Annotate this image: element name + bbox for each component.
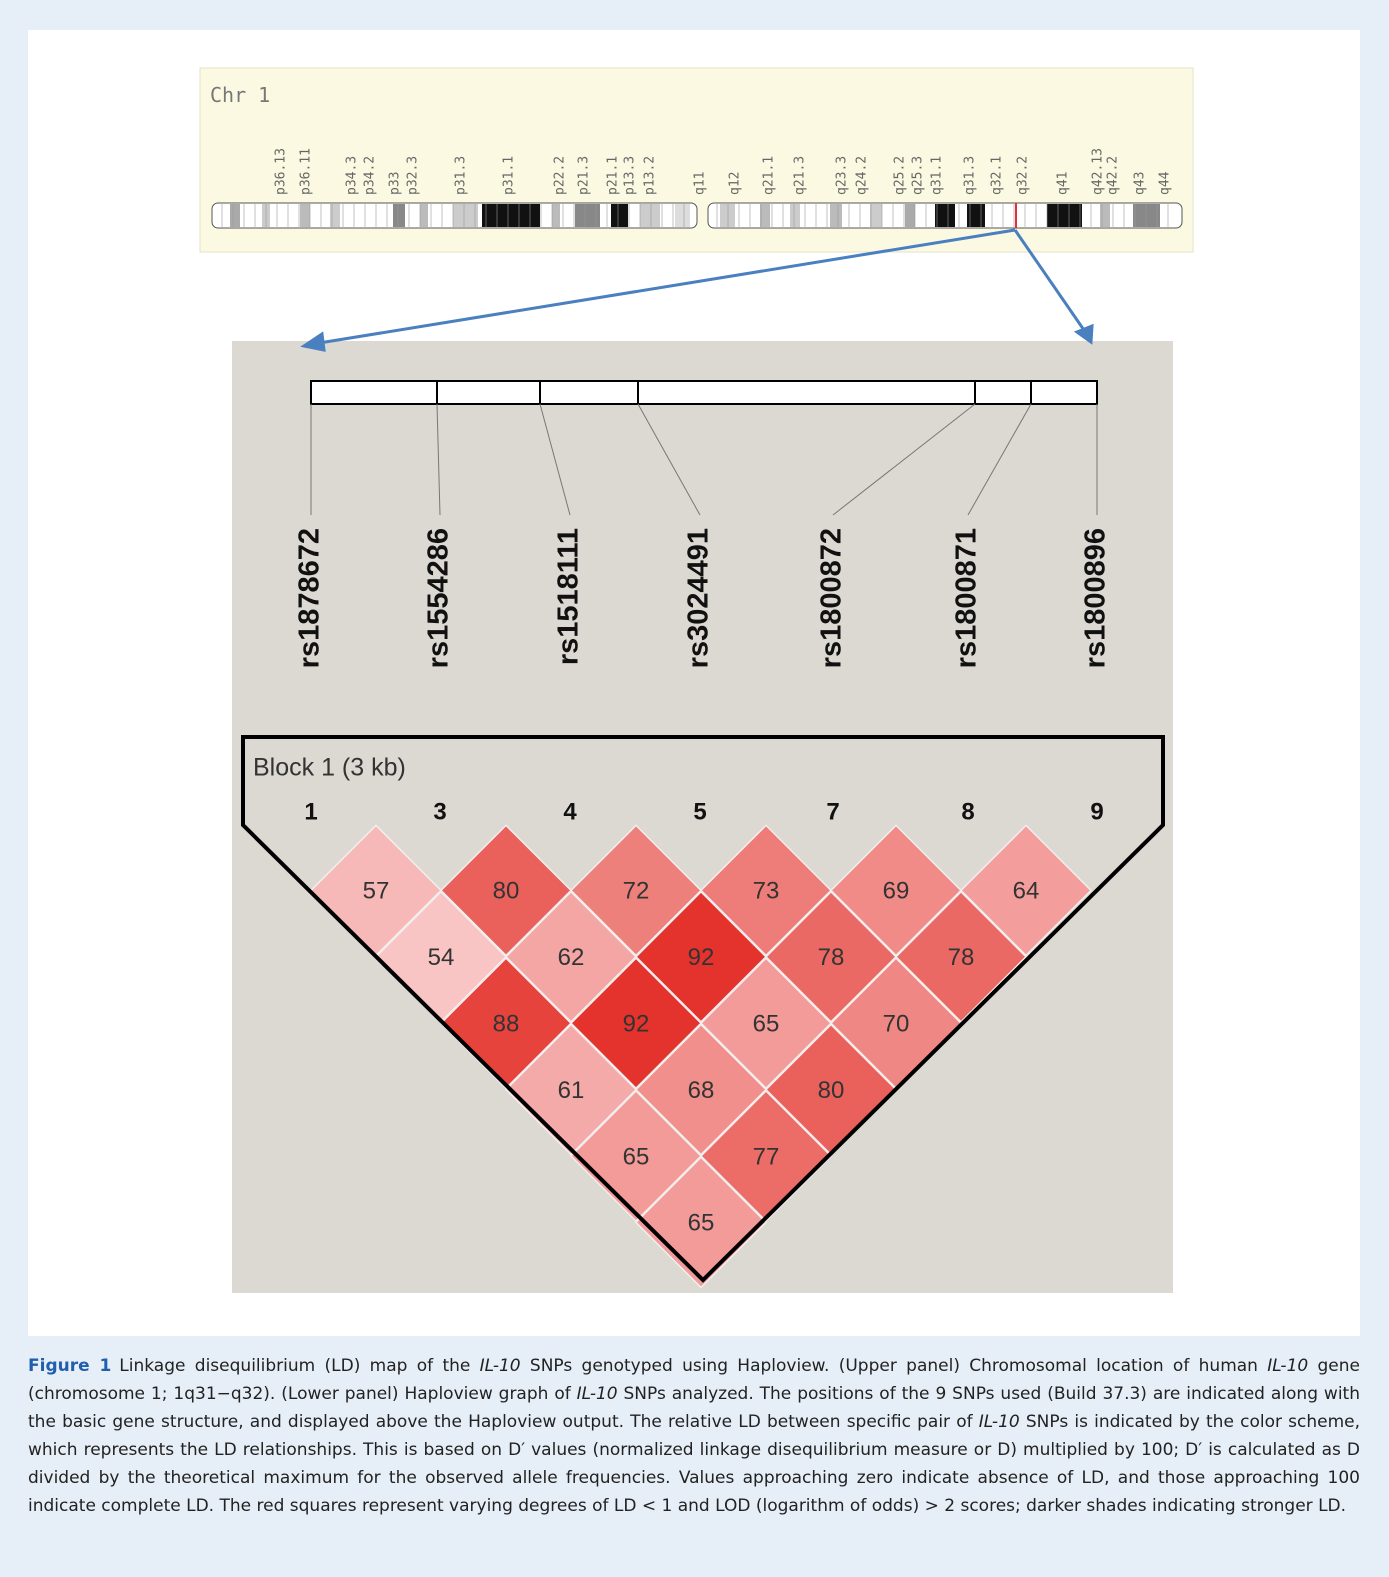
band-label: q24.2 <box>855 156 870 195</box>
chromosome-band <box>330 204 340 227</box>
ld-value: 72 <box>623 878 650 905</box>
ld-value: 78 <box>818 944 845 971</box>
ld-value: 92 <box>623 1011 650 1038</box>
chromosome-band <box>675 204 690 227</box>
ld-value: 73 <box>753 878 780 905</box>
marker-number: 8 <box>961 798 974 825</box>
band-label: p31.3 <box>454 156 469 195</box>
band-label: q31.1 <box>930 156 945 195</box>
band-label: p36.11 <box>299 148 314 195</box>
snp-label: rs1800872 <box>816 528 848 668</box>
block-label: Block 1 (3 kb) <box>253 754 406 782</box>
ld-value: 80 <box>818 1077 845 1104</box>
ld-value: 65 <box>753 1011 780 1038</box>
chromosome-band <box>552 204 560 227</box>
chromosome-band <box>760 204 770 227</box>
ld-value: 64 <box>1013 878 1040 905</box>
chromosome-band <box>611 204 628 227</box>
band-label: p21.3 <box>577 156 592 195</box>
marker-number: 4 <box>563 798 577 825</box>
band-label: q32.1 <box>990 156 1005 195</box>
caption-text: Linkage disequilibrium (LD) map of the <box>119 1356 479 1376</box>
chromosome-band <box>640 204 660 227</box>
ld-value: 65 <box>688 1210 715 1237</box>
chromosome-band <box>870 204 882 227</box>
band-label: q32.2 <box>1016 156 1031 195</box>
band-label: q44 <box>1158 171 1173 195</box>
chromosome-band <box>453 204 478 227</box>
snp-label: rs1800871 <box>951 528 983 668</box>
band-label: q23.3 <box>835 156 850 195</box>
marker-number: 9 <box>1090 798 1103 825</box>
ld-value: 57 <box>363 878 390 905</box>
chromosome-band <box>482 204 540 227</box>
chromosome-band <box>393 204 405 227</box>
ld-value: 61 <box>558 1077 585 1104</box>
marker-number: 3 <box>433 798 446 825</box>
snp-label: rs1878672 <box>294 528 326 668</box>
chromosome-band <box>300 204 310 227</box>
caption-text: IL-10 <box>979 1412 1020 1432</box>
band-label: q21.3 <box>793 156 808 195</box>
ld-value: 68 <box>688 1077 715 1104</box>
ld-value: 78 <box>948 944 975 971</box>
ld-value: 62 <box>558 944 585 971</box>
chromosome-band <box>230 204 240 227</box>
ld-value: 65 <box>623 1143 650 1170</box>
caption-label: Figure 1 <box>28 1356 111 1376</box>
caption-text: IL-10 <box>480 1356 521 1376</box>
band-label: q25.3 <box>911 156 926 195</box>
gene-structure <box>311 381 1097 404</box>
band-label: p34.2 <box>363 156 378 195</box>
band-label: q42.2 <box>1106 156 1121 195</box>
band-label: q42.13 <box>1091 148 1106 195</box>
ld-value: 70 <box>883 1011 910 1038</box>
band-label: q12 <box>728 172 743 195</box>
band-label: p32.3 <box>406 156 421 195</box>
band-label: q43 <box>1133 172 1148 195</box>
band-label: p31.1 <box>502 156 517 195</box>
chromosome-band <box>720 204 735 227</box>
band-label: p34.3 <box>345 156 360 195</box>
caption-text: IL-10 <box>577 1384 618 1404</box>
ld-value: 92 <box>688 944 715 971</box>
band-label: p21.1 <box>606 156 621 195</box>
band-label: q11 <box>693 172 708 195</box>
marker-number: 5 <box>693 798 706 825</box>
band-label: q25.2 <box>893 156 908 195</box>
band-label: p13.3 <box>623 156 638 195</box>
chromosome-band <box>1100 204 1110 227</box>
chromosome-band <box>935 204 955 227</box>
band-label: p33 <box>388 172 403 195</box>
caption-text: SNPs genotyped using Haploview. (Upper p… <box>521 1356 1268 1376</box>
ld-value: 54 <box>428 944 455 971</box>
ld-value: 69 <box>883 878 910 905</box>
ld-value: 77 <box>753 1143 780 1170</box>
marker-number: 7 <box>826 798 839 825</box>
chromosome-band <box>905 204 915 227</box>
chromosome-band <box>420 204 428 227</box>
band-label: p22.2 <box>553 156 568 195</box>
band-label: p13.2 <box>643 156 658 195</box>
caption-text: IL-10 <box>1267 1356 1308 1376</box>
marker-number: 1 <box>304 798 317 825</box>
ld-value: 80 <box>493 878 520 905</box>
page: Chr 1 p36.13 p36.11 p34.3p34.2 p33p32.3 p31.… <box>0 0 1389 1577</box>
snp-label: rs3024491 <box>683 528 715 668</box>
band-label: q31.3 <box>963 156 978 195</box>
ld-value: 88 <box>493 1011 520 1038</box>
snp-label: rs1800896 <box>1080 528 1112 668</box>
chromosome-band <box>790 204 800 227</box>
band-label: q41 <box>1056 172 1071 195</box>
snp-label: rs1518111 <box>553 528 585 665</box>
chromosome-band <box>830 204 842 227</box>
band-label: q21.1 <box>762 156 777 195</box>
chromosome-band <box>1047 204 1082 227</box>
band-label: p36.13 <box>274 148 289 195</box>
caption: Figure 1 Linkage disequilibrium (LD) map … <box>28 1352 1360 1520</box>
chromosome-band <box>1133 204 1160 227</box>
snp-label: rs1554286 <box>423 528 455 668</box>
chromosome-label: Chr 1 <box>210 83 270 107</box>
